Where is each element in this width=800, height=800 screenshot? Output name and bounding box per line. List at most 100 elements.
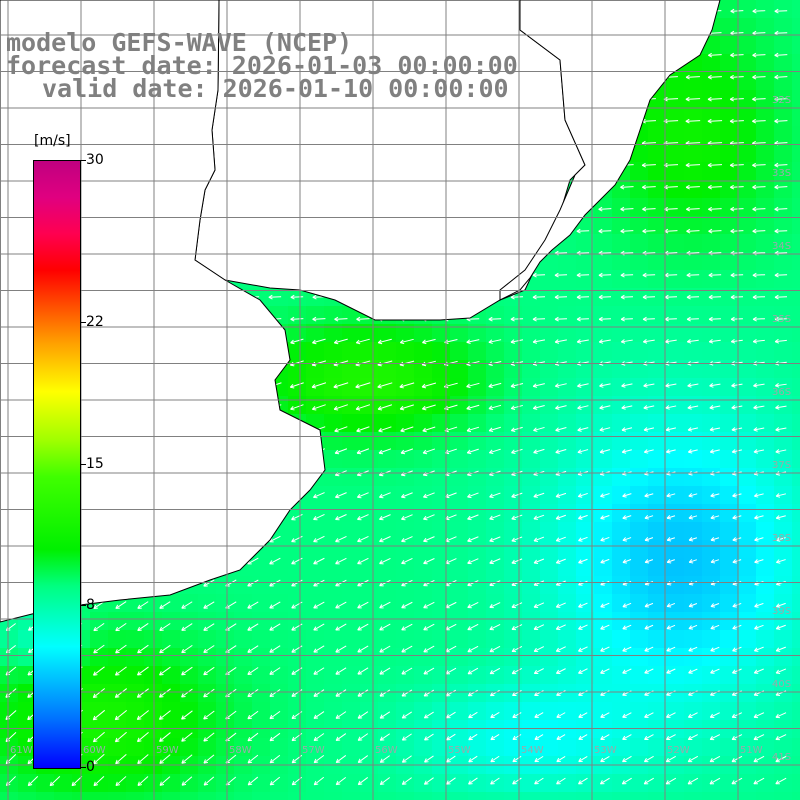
field-cell: [648, 540, 667, 559]
field-cell: [738, 306, 757, 325]
field-cell: [756, 198, 775, 217]
wind-arrow: [313, 492, 325, 499]
field-cell: [396, 774, 415, 793]
field-cell: [738, 666, 757, 685]
field-cell: [540, 306, 559, 325]
field-cell: [360, 432, 379, 451]
field-cell: [396, 702, 415, 721]
wind-arrow: [114, 688, 128, 698]
wind-arrow: [203, 710, 215, 720]
field-cell: [540, 270, 559, 289]
field-cell: [486, 324, 505, 343]
wind-arrow: [688, 559, 697, 564]
field-cell: [540, 396, 559, 415]
field-cell: [306, 648, 325, 667]
wind-arrow: [269, 732, 281, 742]
wind-arrow: [729, 118, 744, 124]
wind-arrow: [335, 667, 347, 675]
wind-arrow: [644, 624, 654, 630]
wind-arrow: [334, 426, 348, 433]
wind-arrow: [203, 601, 215, 609]
field-cell: [558, 360, 577, 379]
wind-arrow: [423, 623, 435, 631]
wind-arrow: [707, 118, 723, 124]
field-cell: [648, 252, 667, 271]
wind-arrow: [752, 52, 766, 58]
field-cell: [792, 54, 800, 73]
field-cell: [36, 774, 55, 793]
field-cell: [486, 774, 505, 793]
wind-arrow: [708, 272, 722, 278]
field-cell: [720, 306, 739, 325]
wind-arrow: [356, 426, 370, 433]
field-cell: [378, 360, 397, 379]
field-cell: [792, 774, 800, 793]
wind-arrow: [423, 536, 435, 543]
wind-arrow: [753, 777, 765, 785]
field-cell: [414, 504, 433, 523]
field-cell: [594, 738, 613, 757]
wind-arrow: [466, 404, 480, 411]
wind-arrow: [488, 316, 502, 322]
wind-arrow: [181, 776, 193, 786]
field-cell: [612, 198, 631, 217]
wind-arrow: [752, 228, 766, 234]
field-cell: [612, 576, 631, 595]
wind-arrow: [357, 514, 369, 521]
field-cell: [648, 234, 667, 253]
wind-arrow: [399, 382, 415, 389]
field-cell: [324, 666, 343, 685]
wind-arrow: [600, 624, 610, 630]
field-cell: [756, 360, 775, 379]
field-cell: [720, 180, 739, 199]
field-cell: [774, 198, 793, 217]
wind-arrow: [379, 755, 390, 763]
wind-arrow: [555, 624, 566, 630]
field-cell: [774, 126, 793, 145]
field-cell: [378, 684, 397, 703]
wind-arrow: [688, 493, 698, 498]
wind-arrow: [467, 492, 479, 499]
field-cell: [540, 468, 559, 487]
field-cell: [468, 504, 487, 523]
field-cell: [324, 486, 343, 505]
field-cell: [234, 792, 253, 800]
field-cell: [720, 216, 739, 235]
field-cell: [162, 666, 181, 685]
field-cell: [144, 594, 163, 613]
field-cell: [504, 468, 523, 487]
wind-arrow: [159, 666, 171, 676]
field-cell: [702, 162, 721, 181]
wind-arrow: [731, 755, 743, 763]
field-cell: [90, 648, 109, 667]
field-cell: [288, 522, 307, 541]
field-cell: [252, 684, 271, 703]
wind-arrow: [401, 536, 413, 543]
field-cell: [774, 0, 793, 19]
field-cell: [612, 684, 631, 703]
field-cell: [558, 648, 577, 667]
field-cell: [216, 594, 235, 613]
field-cell: [774, 576, 793, 595]
field-cell: [648, 432, 667, 451]
field-cell: [522, 522, 541, 541]
field-cell: [792, 126, 800, 145]
wind-arrow: [644, 734, 654, 740]
wind-arrow: [400, 448, 414, 455]
field-cell: [756, 504, 775, 523]
field-cell: [522, 432, 541, 451]
field-cell: [738, 162, 757, 181]
wind-arrow: [269, 776, 281, 786]
field-cell: [360, 720, 379, 739]
field-cell: [630, 288, 649, 307]
wind-arrow: [511, 492, 523, 499]
wind-arrow: [622, 602, 632, 608]
field-cell: [108, 648, 127, 667]
field-cell: [162, 648, 181, 667]
field-cell: [756, 594, 775, 613]
wind-arrow: [620, 206, 634, 212]
field-cell: [684, 540, 703, 559]
wind-arrow: [510, 339, 524, 344]
field-cell: [666, 774, 685, 793]
field-cell: [324, 432, 343, 451]
